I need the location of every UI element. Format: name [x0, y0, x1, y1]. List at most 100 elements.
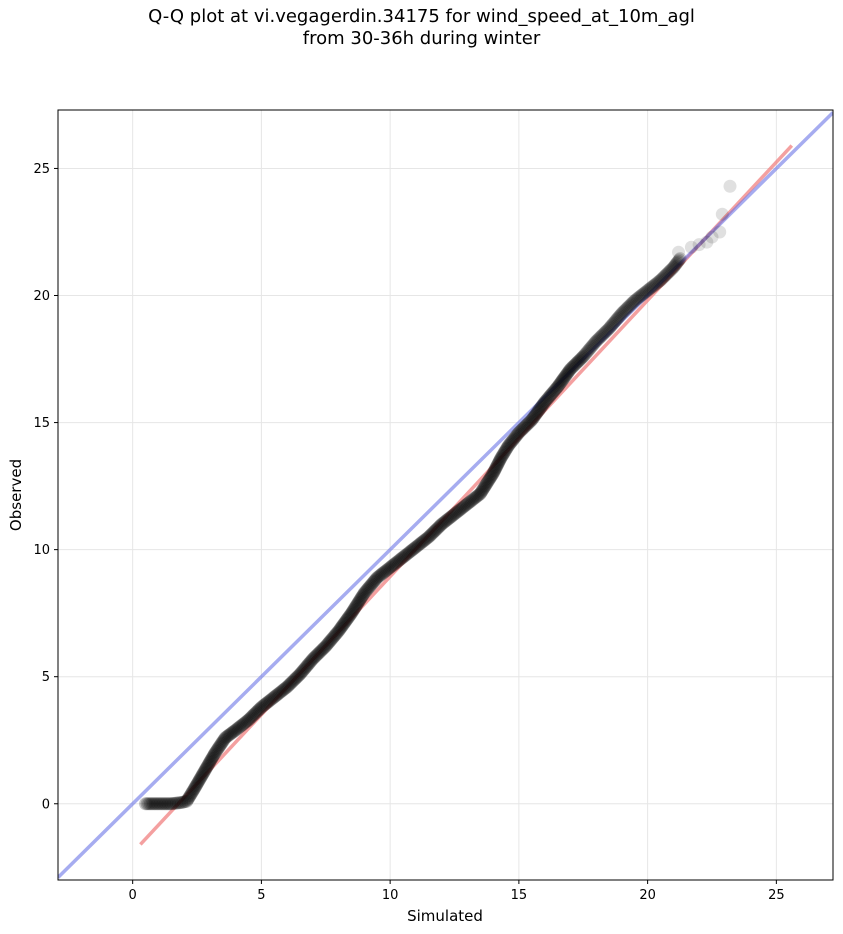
data-point	[326, 630, 340, 644]
data-point	[198, 764, 212, 778]
data-point	[584, 341, 598, 355]
data-point	[393, 552, 407, 566]
data-point	[612, 310, 626, 324]
data-point	[270, 688, 284, 702]
data-point	[269, 689, 283, 703]
data-point	[653, 273, 667, 287]
data-point	[330, 626, 344, 640]
data-point	[459, 498, 473, 512]
data-point	[553, 376, 567, 390]
data-point	[285, 675, 299, 689]
data-point	[216, 735, 230, 749]
data-point	[425, 526, 439, 540]
data-point	[348, 601, 362, 615]
data-point	[351, 597, 365, 611]
data-point	[567, 359, 581, 373]
data-point	[566, 360, 580, 374]
data-point	[557, 371, 571, 385]
data-point	[608, 314, 622, 328]
data-point	[225, 726, 239, 740]
plot-area	[58, 111, 833, 879]
data-point	[648, 277, 662, 291]
data-point	[243, 712, 257, 726]
data-point	[196, 766, 210, 780]
data-point	[593, 331, 607, 345]
data-point	[290, 671, 304, 685]
data-point	[240, 714, 254, 728]
data-point	[180, 794, 194, 808]
data-points	[139, 179, 737, 811]
data-point	[667, 259, 681, 273]
data-point	[161, 797, 175, 811]
data-point	[189, 779, 203, 793]
data-point	[306, 652, 320, 666]
data-point	[484, 469, 498, 483]
data-point	[594, 330, 608, 344]
data-point	[579, 346, 593, 360]
data-point	[347, 602, 361, 616]
data-point	[378, 564, 392, 578]
data-point	[479, 477, 493, 491]
title-line-2: from 30-36h during winter	[302, 28, 541, 49]
data-point	[512, 426, 526, 440]
data-point	[478, 479, 492, 493]
data-point	[346, 603, 360, 617]
data-point	[700, 235, 714, 249]
data-point	[562, 365, 576, 379]
data-point	[254, 700, 268, 714]
data-point	[173, 796, 187, 810]
data-point	[499, 443, 513, 457]
x-tick-label: 25	[768, 888, 785, 903]
data-point	[392, 553, 406, 567]
data-point	[182, 790, 196, 804]
data-point	[494, 451, 508, 465]
data-point	[503, 437, 517, 451]
data-point	[420, 531, 434, 545]
plot-frame	[57, 109, 834, 881]
data-point	[319, 639, 333, 653]
data-point	[492, 454, 506, 468]
data-point	[252, 703, 266, 717]
data-point	[286, 674, 300, 688]
data-point	[464, 494, 478, 508]
data-point	[366, 576, 380, 590]
data-point	[257, 698, 271, 712]
data-point	[578, 347, 592, 361]
data-point	[449, 506, 463, 520]
chart-title: Q-Q plot at vi.vegagerdin.34175 for wind…	[0, 6, 843, 50]
data-point	[405, 543, 419, 557]
data-point	[307, 651, 321, 665]
data-point	[556, 372, 570, 386]
data-point	[356, 589, 370, 603]
data-point	[560, 367, 574, 381]
data-point	[145, 797, 159, 811]
data-point	[333, 623, 347, 637]
data-point	[351, 595, 365, 609]
data-point	[586, 338, 600, 352]
data-point	[308, 650, 322, 664]
data-point	[498, 444, 512, 458]
data-point	[345, 606, 359, 620]
data-point	[271, 687, 285, 701]
data-point	[266, 691, 280, 705]
data-point	[524, 414, 538, 428]
data-point	[506, 433, 520, 447]
data-point	[568, 358, 582, 372]
data-point	[183, 789, 197, 803]
data-point	[274, 685, 288, 699]
data-point	[446, 508, 460, 522]
data-point	[325, 632, 339, 646]
data-point	[590, 333, 604, 347]
y-tick-label: 0	[42, 797, 50, 812]
data-point	[527, 410, 541, 424]
data-point	[275, 684, 289, 698]
data-point	[185, 786, 199, 800]
data-point	[222, 728, 236, 742]
data-point	[244, 711, 258, 725]
data-point	[147, 797, 161, 811]
data-point	[492, 455, 506, 469]
data-point	[471, 489, 485, 503]
data-point	[596, 327, 610, 341]
data-point	[140, 797, 154, 811]
